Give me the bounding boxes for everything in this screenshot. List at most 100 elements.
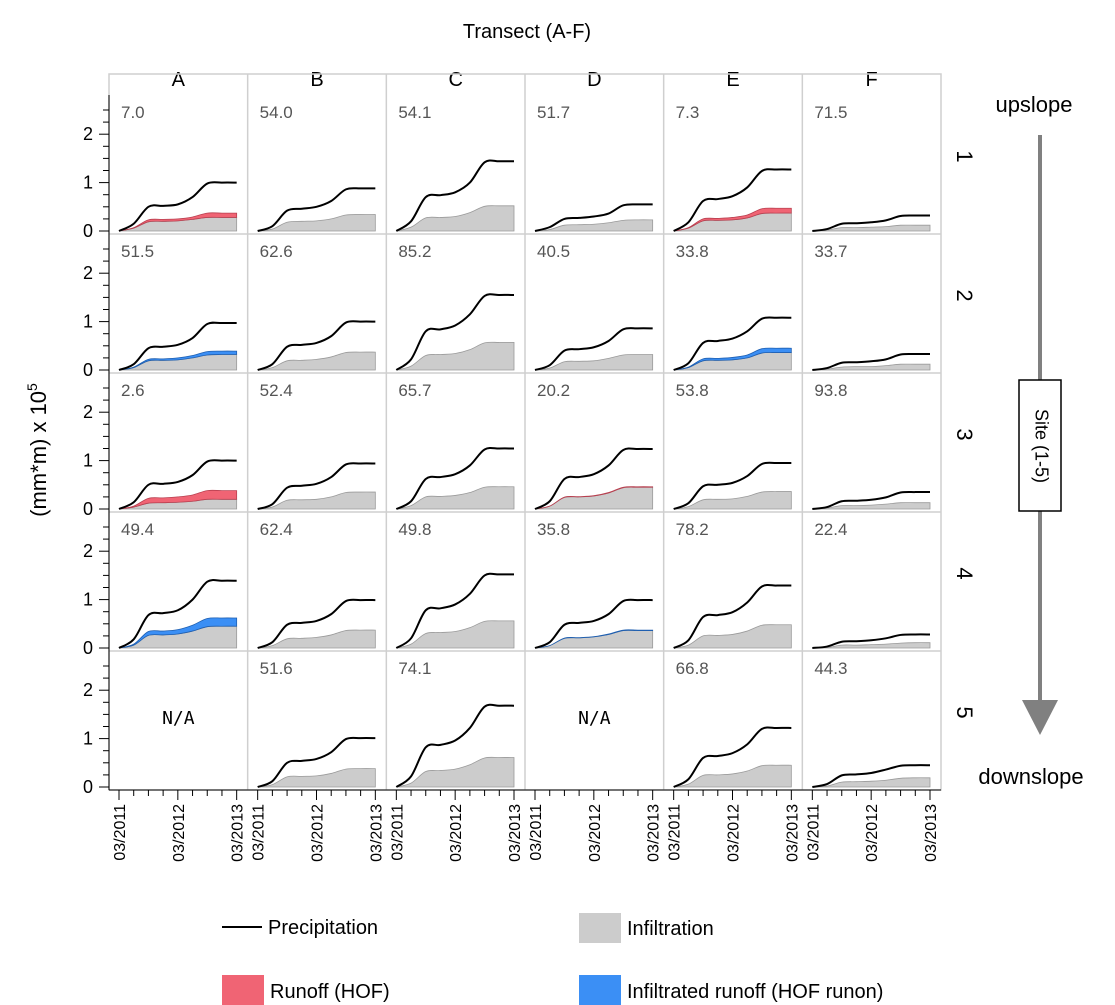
infiltration-area: [257, 629, 376, 649]
y-tick-label: 1: [83, 451, 93, 471]
panel-F4: 22.4: [812, 520, 931, 649]
panel-value-label: 66.8: [676, 659, 709, 678]
infiltration-area: [673, 624, 792, 649]
infiltration-area: [257, 351, 376, 371]
x-tick-label: 03/2013: [507, 804, 524, 862]
runoff-area: [118, 212, 238, 232]
legend-infil-label: Infiltration: [627, 918, 714, 940]
infiltration-area: [396, 756, 515, 788]
panel-E4: 78.2: [673, 520, 792, 649]
site-box: [1018, 379, 1062, 512]
precipitation-line: [118, 579, 237, 649]
precipitation-line: [534, 203, 653, 232]
panel-F5: 44.3: [812, 659, 931, 788]
panel-B2: 62.6: [257, 242, 376, 371]
runon-area: [118, 617, 238, 649]
infiltration-area: [396, 205, 515, 232]
panel-F3: 93.8: [812, 381, 931, 510]
panel-value-label: 35.8: [537, 520, 570, 539]
precipitation-line: [812, 491, 931, 510]
precipitation-line: [673, 316, 792, 371]
column-header-D: D: [587, 69, 601, 91]
row-label-4: 4: [952, 567, 977, 579]
site-arrow: Site (1-5) upslope downslope: [978, 92, 1083, 789]
x-tick-label: 03/2011: [389, 804, 406, 861]
infiltration-area: [257, 214, 376, 232]
x-tick-label: 03/2011: [528, 804, 545, 861]
precipitation-line: [395, 572, 515, 649]
panel-A4: 49.4: [118, 520, 238, 649]
precipitation-line: [257, 462, 376, 510]
y-axis-label-exponent: 5: [24, 383, 40, 391]
y-tick-label: 0: [83, 777, 93, 797]
y-tick-label: 2: [83, 541, 93, 561]
panel-value-label: 44.3: [814, 659, 847, 678]
legend-infil-swatch: [579, 913, 621, 943]
precipitation-line: [257, 598, 376, 649]
panel-value-label: 49.4: [121, 520, 154, 539]
legend-precip-label: Precipitation: [268, 917, 378, 939]
infiltration-area: [257, 491, 376, 510]
panel-value-label: 74.1: [398, 659, 431, 678]
runon-area: [118, 350, 238, 371]
x-tick-label: 03/2012: [864, 804, 881, 862]
x-tick-label: 03/2011: [667, 804, 684, 861]
infiltration-area: [812, 777, 931, 788]
row-label-1: 1: [952, 150, 977, 162]
row-label-3: 3: [952, 428, 977, 440]
row-label-5: 5: [952, 706, 977, 718]
panel-C2: 85.2: [395, 242, 515, 371]
precipitation-line: [812, 352, 931, 371]
x-tick-label: 03/2012: [310, 804, 327, 862]
precipitation-line: [257, 320, 376, 371]
infiltration-area: [673, 491, 792, 510]
precipitation-line: [673, 726, 792, 788]
infiltration-area: [534, 219, 654, 232]
precipitation-line: [395, 446, 515, 510]
panel-value-label: 51.7: [537, 103, 570, 122]
panel-B4: 62.4: [257, 520, 376, 649]
y-axis: 0 1 2 0 1 2 0 1 2 0 1 2 0 1 2: [83, 95, 110, 797]
panel-D1: 51.7: [534, 103, 654, 232]
x-tick-label: 03/2013: [230, 804, 247, 862]
panel-C1: 54.1: [395, 103, 515, 232]
x-tick-label: 03/2011: [251, 804, 268, 861]
panel-C4: 49.8: [395, 520, 515, 649]
column-header-B: B: [310, 69, 323, 91]
legend-runon-swatch: [579, 975, 621, 1005]
runoff-area: [534, 486, 654, 510]
panel-E3: 53.8: [673, 381, 792, 510]
panel-value-label: 62.4: [260, 520, 293, 539]
panel-E5: 66.8: [673, 659, 792, 788]
panel-F1: 71.5: [812, 103, 931, 232]
panel-value-label: 71.5: [814, 103, 847, 122]
x-tick-label: 03/2013: [923, 804, 940, 862]
y-tick-label: 2: [83, 124, 93, 144]
precipitation-line: [812, 214, 931, 232]
y-tick-label: 1: [83, 312, 93, 332]
infiltration-area: [673, 764, 792, 788]
x-tick-label: 03/2012: [587, 804, 604, 862]
infiltration-area: [812, 642, 931, 649]
precipitation-line: [673, 584, 792, 649]
panel-value-label: 2.6: [121, 381, 145, 400]
infiltration-area: [257, 768, 376, 788]
infiltration-area: [812, 363, 931, 371]
panel-value-label: 40.5: [537, 242, 570, 261]
y-tick-label: 1: [83, 590, 93, 610]
panel-A5: N/A: [162, 708, 195, 729]
precipitation-line: [534, 327, 653, 371]
panel-B5: 51.6: [257, 659, 376, 788]
x-tick-label: 03/2012: [726, 804, 743, 862]
y-axis-label-base: (mm*m) x 10: [26, 391, 51, 517]
panel-value-label: 54.0: [260, 103, 293, 122]
panel-value-label: 54.1: [398, 103, 431, 122]
panel-value-label: 65.7: [398, 381, 431, 400]
panel-F2: 33.7: [812, 242, 931, 371]
x-tick-label: 03/2012: [448, 804, 465, 862]
precipitation-line: [118, 459, 237, 510]
na-label: N/A: [578, 708, 611, 729]
precipitation-line: [673, 168, 792, 232]
panel-value-label: 51.5: [121, 242, 154, 261]
